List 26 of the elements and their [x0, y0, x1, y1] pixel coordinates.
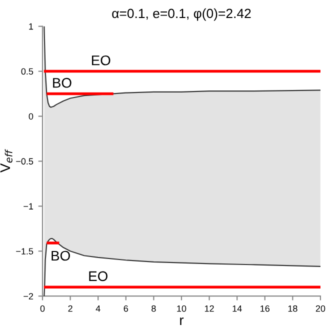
annotation: EO: [89, 271, 108, 282]
x-tick-label: 10: [177, 305, 186, 312]
x-tick-label: 8: [152, 305, 156, 312]
y-tick-label: 1: [29, 23, 34, 30]
y-tick-label: −1: [24, 203, 34, 210]
y-tick-label: −2: [24, 293, 34, 300]
x-tick-label: 0: [40, 305, 45, 312]
x-tick-label: 4: [96, 305, 100, 312]
x-tick-label: 12: [204, 305, 214, 312]
x-tick-label: 20: [316, 305, 326, 312]
x-tick-label: 14: [232, 305, 242, 312]
y-tick-label: 0: [28, 113, 34, 120]
annotation: BO: [53, 78, 72, 88]
annotation: BO: [52, 250, 70, 261]
x-tick-label: 16: [260, 305, 270, 312]
x-axis-title: r: [180, 318, 184, 325]
annotation: EO: [92, 55, 110, 66]
x-tick-label: 18: [288, 305, 298, 312]
y-tick-label: −1.5: [16, 248, 34, 254]
x-tick-label: 6: [124, 305, 128, 312]
line-series: [44, 26, 320, 108]
chart-title: α=0.1, e=0.1, φ(0)=2.42: [112, 8, 251, 21]
y-tick-label: −0.5: [16, 158, 34, 165]
y-tick-label: 0.5: [21, 68, 34, 75]
y-axis-title: V$_{eff}$: [0, 149, 12, 172]
x-tick-label: 2: [68, 305, 72, 312]
